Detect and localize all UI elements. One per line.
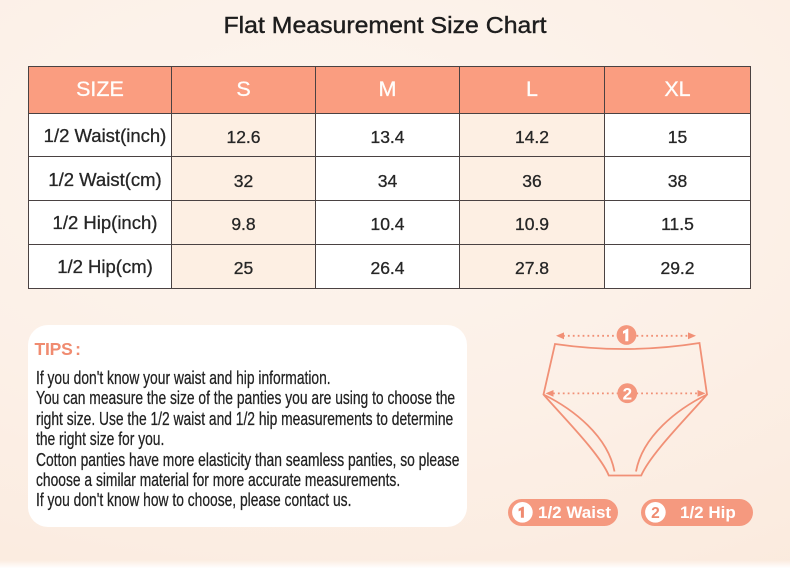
svg-text:2: 2 <box>623 384 632 403</box>
svg-text:2: 2 <box>651 505 660 522</box>
